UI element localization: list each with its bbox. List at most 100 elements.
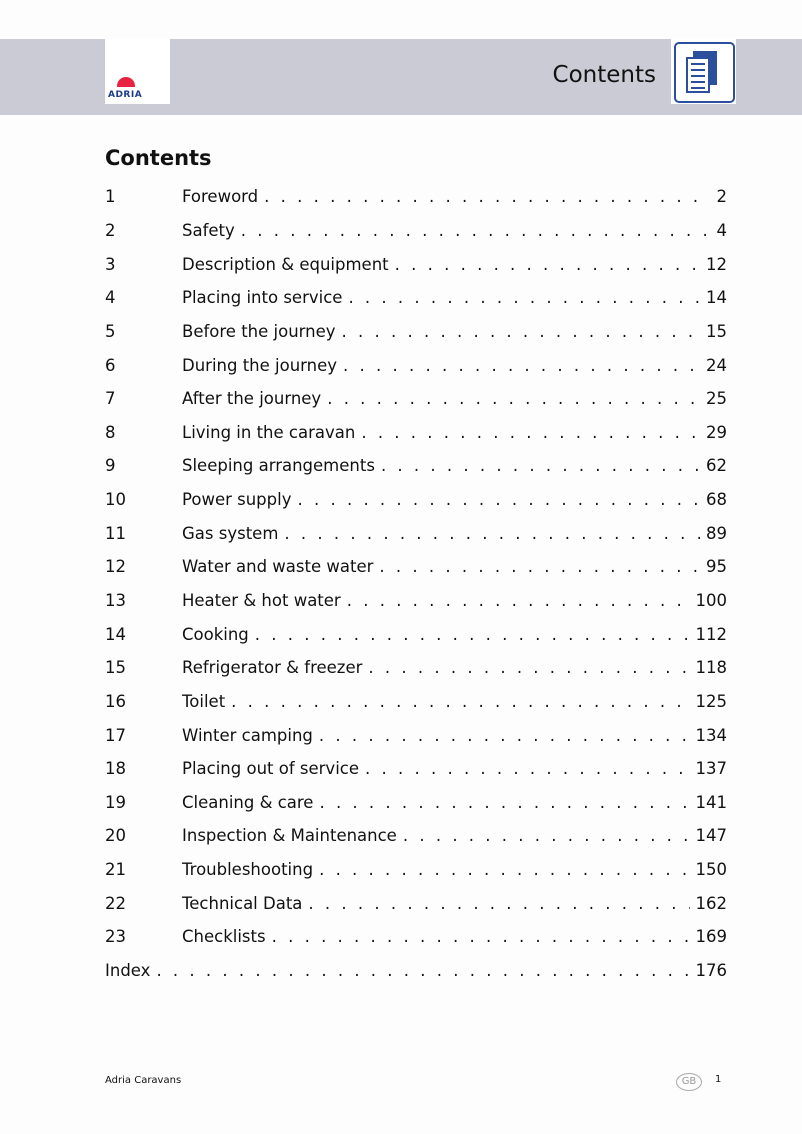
dot-leader <box>241 221 711 240</box>
toc-entry[interactable]: 11 Gas system 89 <box>105 516 727 550</box>
toc-entry-page: 68 <box>706 490 727 510</box>
toc-entry[interactable]: 6 During the journey 24 <box>105 348 727 382</box>
toc-entry-title: Description & equipment <box>182 254 389 274</box>
page-number: 1 <box>715 1074 722 1085</box>
toc-entry-title: Toilet <box>182 691 226 711</box>
dot-leader <box>319 793 689 812</box>
toc-entry[interactable]: 17 Winter camping 134 <box>105 718 727 752</box>
toc-entry[interactable]: 22 Technical Data 162 <box>105 886 727 920</box>
toc-entry[interactable]: 9 Sleeping arrangements 62 <box>105 449 727 483</box>
toc-entry[interactable]: 13 Heater & hot water 100 <box>105 584 727 618</box>
dot-leader <box>319 860 689 879</box>
toc-entry-page: 147 <box>695 826 728 846</box>
dot-leader <box>368 658 689 677</box>
toc-entry-page: 100 <box>695 591 728 610</box>
dot-leader <box>297 490 700 509</box>
toc-entry[interactable]: 8 Living in the caravan 29 <box>105 415 727 449</box>
toc-entry-page: 15 <box>706 321 727 341</box>
toc-entry-number: 11 <box>105 523 126 543</box>
toc-entry-number: 8 <box>105 422 116 442</box>
toc-entry-number: 21 <box>105 860 126 880</box>
toc-entry-title: Winter camping <box>182 725 313 745</box>
toc-entry[interactable]: 7 After the journey 25 <box>105 382 727 416</box>
toc-entry[interactable]: 19 Cleaning & care 141 <box>105 786 727 820</box>
toc-entry-number: 23 <box>105 927 126 947</box>
toc-entry[interactable]: 3 Description & equipment 12 <box>105 247 727 281</box>
toc-entry-index[interactable]: Index 176 <box>105 954 727 988</box>
country-badge: GB <box>676 1073 702 1091</box>
toc-entry-title: Gas system <box>182 523 279 543</box>
dot-leader <box>284 524 700 543</box>
toc-entry[interactable]: 20 Inspection & Maintenance 147 <box>105 819 727 853</box>
toc-entry-title: Safety <box>182 220 235 240</box>
toc-entry[interactable]: 2 Safety 4 <box>105 214 727 248</box>
toc-entry[interactable]: 10 Power supply 68 <box>105 483 727 517</box>
toc-entry[interactable]: 18 Placing out of service 137 <box>105 752 727 786</box>
toc-entry-title: Inspection & Maintenance <box>182 826 397 846</box>
toc-entry-number: 10 <box>105 490 126 510</box>
toc-entry-page: 112 <box>695 624 728 644</box>
dot-leader <box>347 591 690 610</box>
logo-text: ADRIA <box>108 90 143 100</box>
toc-entry[interactable]: 21 Troubleshooting 150 <box>105 853 727 887</box>
toc-entry-number: 18 <box>105 759 126 779</box>
toc-entry-title: Cooking <box>182 624 249 644</box>
toc-entry-page: 134 <box>695 725 728 745</box>
toc-entry-title: Placing out of service <box>182 759 359 779</box>
dot-leader <box>327 389 700 408</box>
toc-entry-title: Before the journey <box>182 321 336 341</box>
dot-leader <box>381 456 700 475</box>
toc-entry-page: 169 <box>695 927 728 947</box>
toc-entry-title: Placing into service <box>182 288 343 308</box>
toc-entry-page: 62 <box>706 456 727 476</box>
toc-entry-number: 15 <box>105 658 126 678</box>
table-of-contents: 1Foreword22Safety43Description & equipme… <box>105 180 727 987</box>
toc-entry-title: After the journey <box>182 389 322 409</box>
toc-entry-page: 137 <box>695 759 728 779</box>
toc-entry-page: 176 <box>695 961 728 981</box>
dot-leader <box>403 826 690 845</box>
toc-entry-number: 16 <box>105 691 126 711</box>
toc-entry[interactable]: 15 Refrigerator & freezer 118 <box>105 651 727 685</box>
toc-entry-page: 2 <box>716 187 728 207</box>
toc-entry-number: 7 <box>105 389 116 409</box>
toc-entry-title: Sleeping arrangements <box>182 456 375 476</box>
toc-entry-title: Living in the caravan <box>182 422 356 442</box>
dot-leader <box>348 288 700 307</box>
dot-leader <box>379 557 700 576</box>
toc-entry[interactable]: 4 Placing into service 14 <box>105 281 727 315</box>
toc-entry-page: 125 <box>695 691 728 711</box>
toc-entry-page: 89 <box>706 523 727 543</box>
toc-entry-page: 150 <box>695 860 728 880</box>
toc-entry-number: 5 <box>105 321 116 341</box>
dot-leader <box>264 187 710 206</box>
toc-entry-page: 118 <box>695 658 728 678</box>
toc-entry-page: 95 <box>706 557 727 577</box>
toc-entry-number: 13 <box>105 591 126 610</box>
toc-entry[interactable]: 23 Checklists 169 <box>105 920 727 954</box>
toc-entry-number: 14 <box>105 624 126 644</box>
toc-entry[interactable]: 16 Toilet 125 <box>105 685 727 719</box>
dot-leader <box>156 961 689 980</box>
toc-entry-number: 22 <box>105 893 126 913</box>
toc-entry-number: 20 <box>105 826 126 846</box>
toc-entry-page: 12 <box>706 254 727 274</box>
toc-entry-page: 25 <box>706 389 727 409</box>
header-title: Contents <box>552 62 656 88</box>
toc-entry-number: 3 <box>105 254 116 274</box>
dot-leader <box>395 255 700 274</box>
toc-entry-page: 24 <box>706 355 727 375</box>
dot-leader <box>365 759 690 778</box>
dot-leader <box>308 894 689 913</box>
toc-entry-title: Refrigerator & freezer <box>182 658 363 678</box>
toc-entry[interactable]: 12 Water and waste water 95 <box>105 550 727 584</box>
toc-entry-title: Checklists <box>182 927 266 947</box>
toc-entry[interactable]: 5 Before the journey 15 <box>105 315 727 349</box>
toc-entry[interactable]: 1 Foreword 2 <box>105 180 727 214</box>
toc-entry-number: 6 <box>105 355 116 375</box>
page-title: Contents <box>105 146 212 170</box>
toc-entry-number: 19 <box>105 792 126 812</box>
toc-entry[interactable]: 14 Cooking 112 <box>105 617 727 651</box>
toc-entry-number: 4 <box>105 288 116 308</box>
dot-leader <box>255 625 690 644</box>
